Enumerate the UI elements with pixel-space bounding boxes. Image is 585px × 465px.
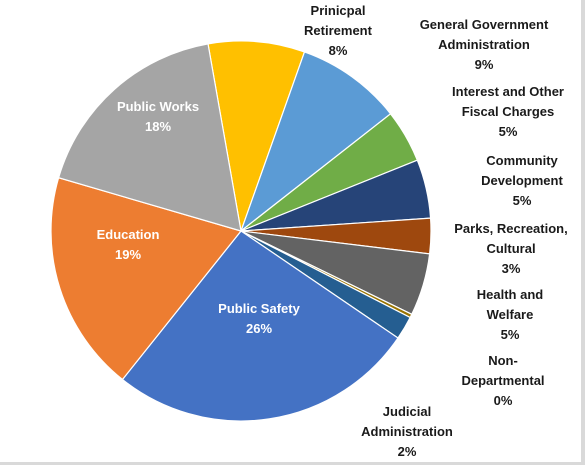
pie-slice-public-safety xyxy=(121,230,399,422)
pie-slices xyxy=(50,40,432,422)
label-line: Prinicpal xyxy=(311,3,366,18)
frame-edge-bottom xyxy=(0,462,585,465)
label-line: Interest and Other xyxy=(452,84,564,99)
label-line: Welfare xyxy=(487,307,534,322)
label-line: Health and xyxy=(477,287,544,302)
label-line: Education xyxy=(97,227,160,242)
label-percent: 26% xyxy=(246,321,272,336)
label-line: Retirement xyxy=(304,23,373,38)
label-line: Departmental xyxy=(461,373,544,388)
pie-labels: Prinicpal Retirement 8% General Government A… xyxy=(97,3,568,459)
label-judicial-administration: Judicial Administration 2% xyxy=(361,404,453,459)
label-percent: 19% xyxy=(115,247,141,262)
pie-slice-education xyxy=(50,176,243,381)
label-line: Public Works xyxy=(117,99,199,114)
label-general-government-administration: General Government Administration 9% xyxy=(420,17,549,72)
label-interest-and-other-fiscal-charges: Interest and Other Fiscal Charges 5% xyxy=(452,84,564,139)
label-line: Non- xyxy=(488,353,518,368)
label-line: Public Safety xyxy=(218,301,300,316)
pie-slice-general-government-administration xyxy=(239,51,392,233)
label-public-safety: Public Safety 26% xyxy=(218,301,300,336)
label-percent: 9% xyxy=(475,57,494,72)
label-percent: 18% xyxy=(145,119,171,134)
label-line: Parks, Recreation, xyxy=(454,221,567,236)
label-percent: 5% xyxy=(499,124,518,139)
label-line: Fiscal Charges xyxy=(462,104,555,119)
frame-edge-right xyxy=(581,0,585,465)
label-line: Administration xyxy=(361,424,453,439)
label-percent: 8% xyxy=(329,43,348,58)
label-percent: 0% xyxy=(494,393,513,408)
label-public-works: Public Works 18% xyxy=(117,99,199,134)
label-percent: 5% xyxy=(513,193,532,208)
label-non-departmental: Non- Departmental 0% xyxy=(461,353,544,408)
label-health-and-welfare: Health and Welfare 5% xyxy=(477,287,544,342)
label-parks-recreation-cultural: Parks, Recreation, Cultural 3% xyxy=(454,221,567,276)
label-line: Cultural xyxy=(486,241,535,256)
label-percent: 2% xyxy=(398,444,417,459)
label-line: Administration xyxy=(438,37,530,52)
label-line: Judicial xyxy=(383,404,431,419)
label-percent: 5% xyxy=(501,327,520,342)
label-line: General Government xyxy=(420,17,549,32)
label-community-development: Community Development 5% xyxy=(481,153,563,208)
label-percent: 3% xyxy=(502,261,521,276)
pie-slice-public-works xyxy=(57,43,242,232)
pie-slice-prinicpal-retirement xyxy=(207,40,306,234)
label-prinicpal-retirement: Prinicpal Retirement 8% xyxy=(304,3,373,58)
label-line: Community xyxy=(486,153,558,168)
label-line: Development xyxy=(481,173,563,188)
label-education: Education 19% xyxy=(97,227,160,262)
